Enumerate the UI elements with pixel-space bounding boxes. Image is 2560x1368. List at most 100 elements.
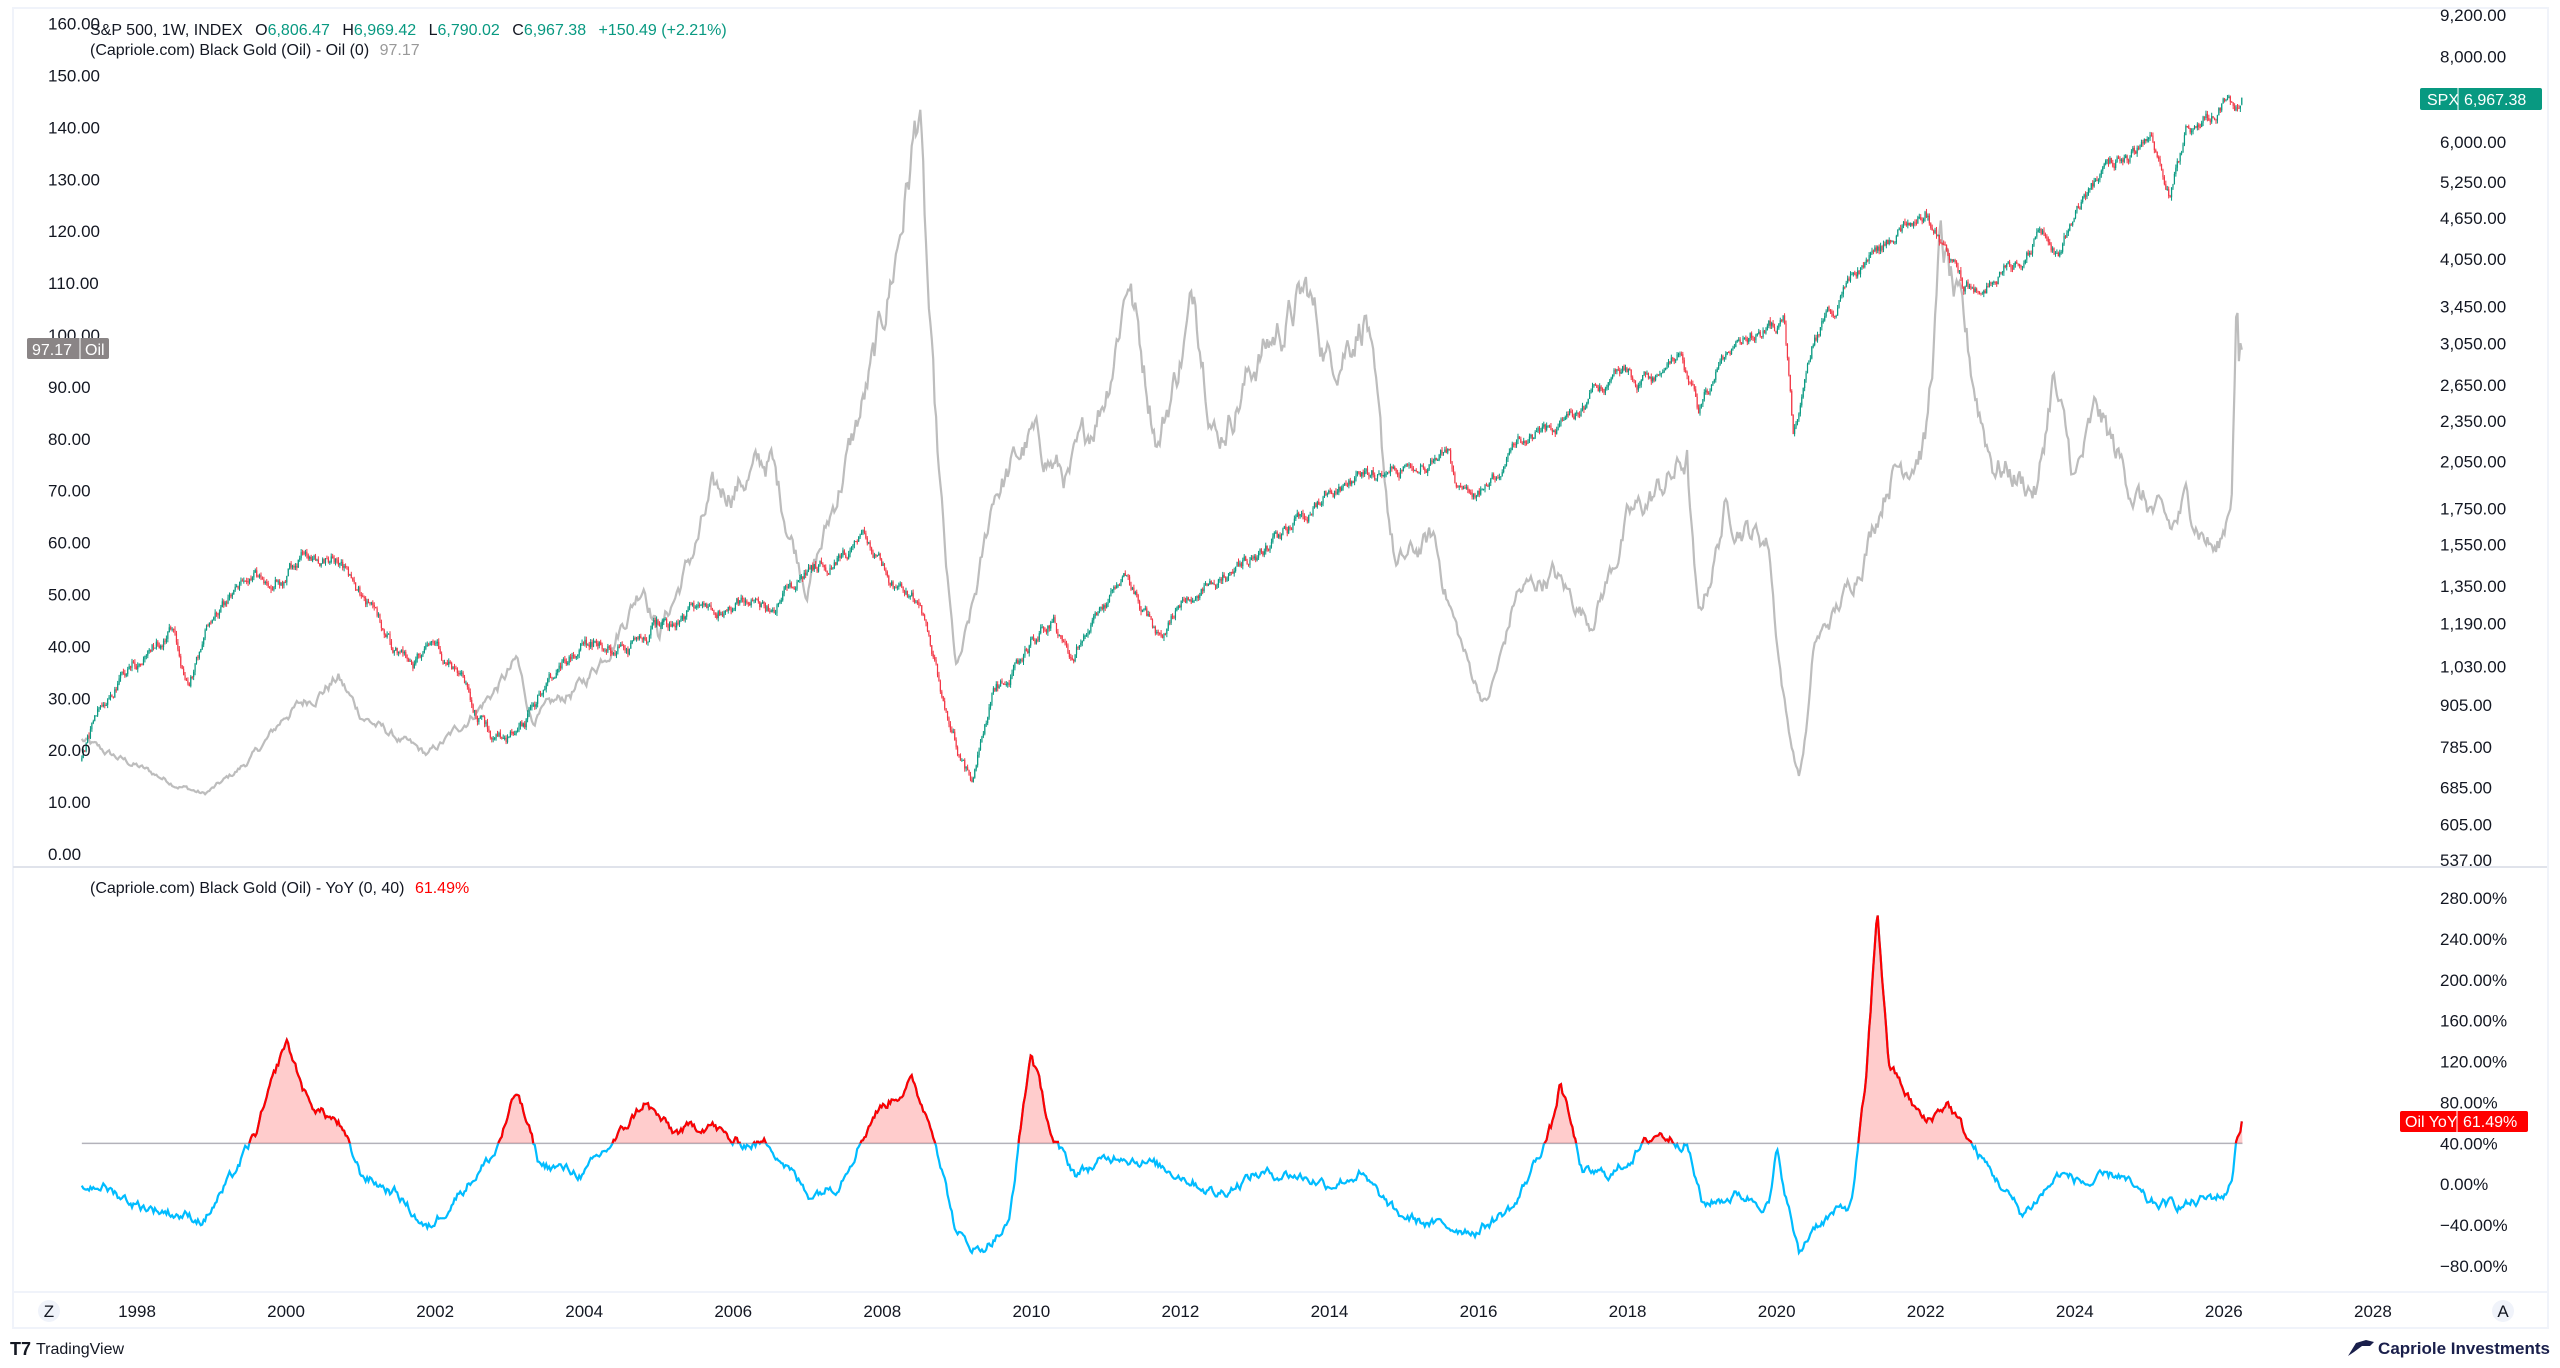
spx-candle <box>1705 390 1707 393</box>
spx-candle <box>357 587 360 591</box>
spx-candle <box>1996 282 1998 285</box>
spx-candle <box>412 661 414 669</box>
spx-candle <box>624 647 626 651</box>
spx-candle <box>1212 583 1214 585</box>
spx-candle <box>1498 477 1500 479</box>
spx-candle <box>868 542 870 544</box>
spx-candle <box>1574 412 1576 420</box>
spx-candle <box>1690 382 1693 384</box>
spx-candle <box>466 682 468 687</box>
spx-candle <box>1672 357 1674 359</box>
spx-candle <box>1425 470 1427 473</box>
spx-candle <box>478 718 480 723</box>
spx-candle <box>322 559 324 564</box>
spx-candle <box>1487 485 1489 487</box>
spx-candle <box>2168 189 2170 196</box>
spx-candle <box>1583 405 1585 410</box>
spx-candle <box>440 653 443 661</box>
spx-candle <box>1041 626 1043 628</box>
spx-candle <box>1503 466 1505 473</box>
spx-candle <box>271 589 274 591</box>
yoy-legend-value: 61.49% <box>415 880 469 897</box>
spx-candle <box>89 729 92 738</box>
spx-candle <box>1015 660 1017 663</box>
spx-candle <box>333 558 335 563</box>
spx-candle <box>628 648 630 655</box>
spx-candle <box>1551 430 1553 432</box>
spx-candle <box>1063 641 1065 643</box>
spx-candle <box>2062 244 2064 252</box>
left-axis-tick: 110.00 <box>48 274 99 293</box>
spx-candle <box>1321 503 1323 506</box>
spx-candle <box>716 614 718 619</box>
spx-candle <box>264 582 266 584</box>
spx-candle <box>1227 575 1230 580</box>
left-price-axis[interactable]: 160.00150.00140.00130.00120.00110.00100.… <box>48 15 100 864</box>
spx-candle <box>134 662 136 667</box>
spx-candle <box>1848 278 1850 281</box>
spx-candle <box>1372 470 1374 475</box>
spx-candle <box>1855 274 1857 277</box>
spx-candle <box>684 616 686 620</box>
oil-legend[interactable]: (Capriole.com) Black Gold (Oil) - Oil (0… <box>90 42 420 59</box>
spx-candle <box>849 549 851 555</box>
spx-candle <box>1141 609 1144 612</box>
spx-candle <box>941 691 943 697</box>
spx-candle <box>555 672 557 678</box>
yoy-legend[interactable]: (Capriole.com) Black Gold (Oil) - YoY (0… <box>90 880 469 897</box>
time-axis-tick: 2012 <box>1162 1302 1200 1321</box>
spx-candle <box>1193 600 1195 602</box>
spx-candle <box>1852 272 1854 275</box>
spx-candle <box>223 601 225 605</box>
yoy-axis-tick: 80.00% <box>2440 1093 2498 1112</box>
spx-candle <box>663 619 665 622</box>
spx-candle <box>2093 180 2095 187</box>
spx-candle <box>1811 346 1813 359</box>
spx-candle <box>1573 416 1575 420</box>
spx-candle <box>522 723 524 727</box>
spx-candle <box>999 681 1002 687</box>
reset-zoom-button[interactable]: Z <box>38 1300 60 1322</box>
spx-candle <box>2222 98 2224 104</box>
time-axis[interactable]: 1998 2000 2002 2004 2006 2008 2010 2012 2014 2016… <box>118 1302 2392 1321</box>
spx-candle <box>263 579 265 584</box>
svg-text:97.17: 97.17 <box>32 342 72 359</box>
spx-candle <box>1884 243 1886 246</box>
tradingview-logo[interactable]: T7 TradingView <box>10 1339 124 1359</box>
spx-candle <box>1815 337 1817 341</box>
spx-candle <box>588 644 590 648</box>
spx-candle <box>1118 584 1121 586</box>
right-price-axis[interactable]: 9,200.008,000.006,000.005,250.004,650.00… <box>2440 6 2506 870</box>
right-axis-tick: 4,050.00 <box>2440 250 2506 269</box>
spx-candle <box>1442 452 1445 454</box>
spx-candle <box>420 655 423 658</box>
spx-candle <box>1467 487 1469 490</box>
spx-candle <box>455 668 457 670</box>
auto-scale-button[interactable]: A <box>2492 1300 2514 1322</box>
spx-candle <box>1617 369 1619 371</box>
spx-candle <box>1581 405 1584 410</box>
spx-candle <box>2129 156 2131 162</box>
spx-candle <box>1912 221 1915 226</box>
spx-candle <box>1290 528 1293 530</box>
spx-candle <box>2156 152 2158 158</box>
spx-candle <box>396 648 398 654</box>
spx-candle <box>1256 557 1258 561</box>
spx-candle <box>1229 571 1231 576</box>
spx-candle <box>610 647 612 654</box>
spx-candle <box>925 619 927 623</box>
spx-candle <box>882 563 884 566</box>
legend-high: 6,969.42 <box>354 22 416 39</box>
spx-candle <box>2030 252 2032 254</box>
spx-candle <box>859 534 861 538</box>
right-axis-tick: 1,030.00 <box>2440 657 2506 676</box>
spx-candle <box>541 694 543 696</box>
spx-candle <box>641 638 643 640</box>
spx-candle <box>419 655 421 658</box>
spx-candle <box>1067 645 1069 653</box>
spx-candle <box>511 731 513 733</box>
spx-candle <box>1190 599 1192 603</box>
yoy-axis[interactable]: 280.00%240.00%200.00%160.00%120.00%80.00… <box>2440 889 2508 1276</box>
spx-candle <box>2211 116 2213 122</box>
